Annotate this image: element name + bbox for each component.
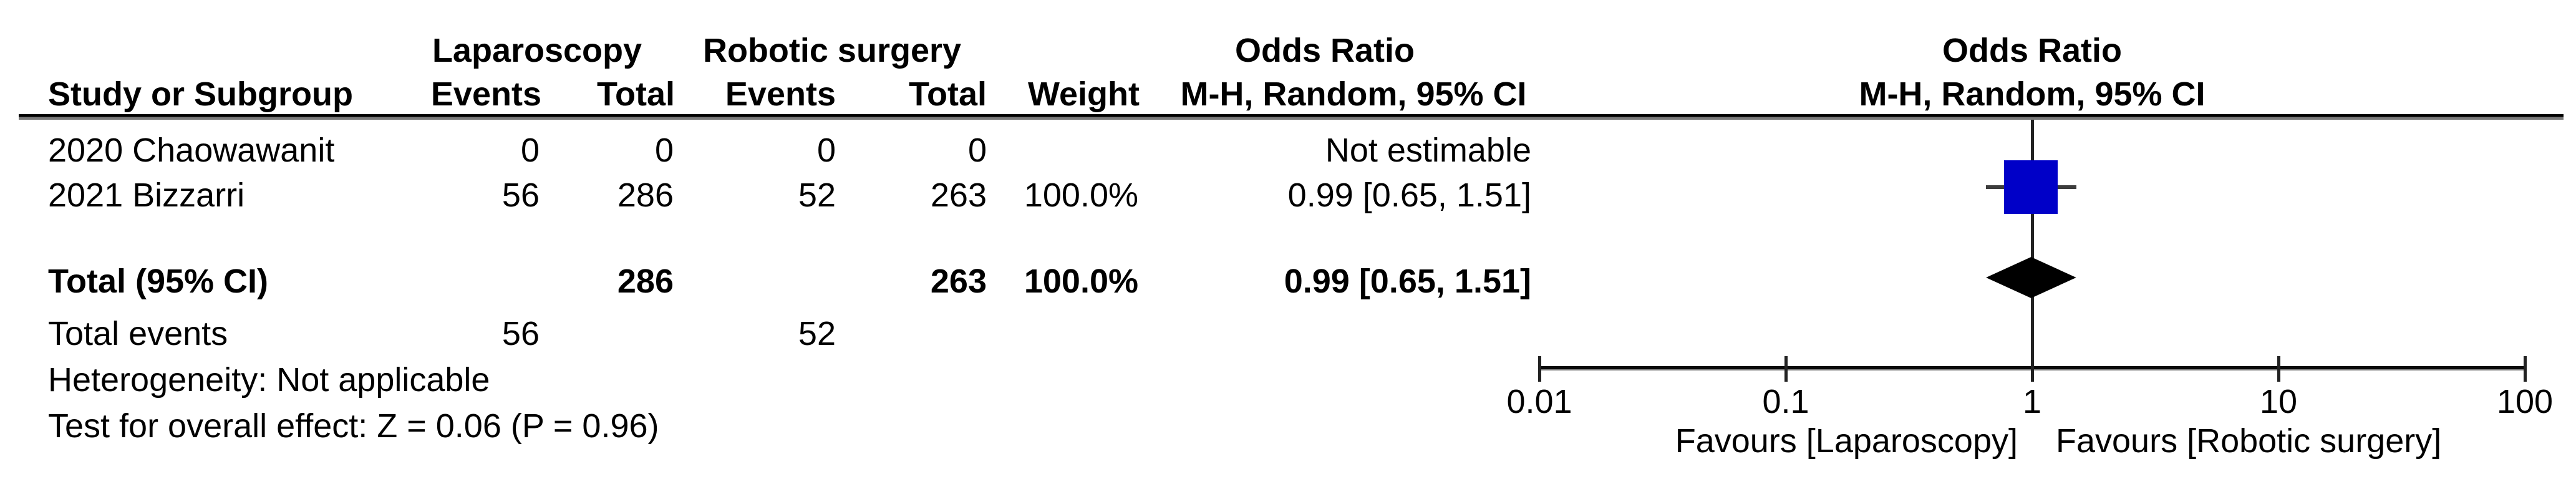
x-axis-tick	[2030, 356, 2034, 382]
col-header-total-robotic: Total	[909, 75, 987, 113]
total-events-robotic: 52	[798, 315, 836, 352]
total-laparoscopy: 286	[617, 263, 674, 300]
x-axis-tick	[1537, 356, 1541, 382]
favours-left-label: Favours [Laparoscopy]	[1675, 422, 2018, 460]
overall-effect-note: Test for overall effect: Z = 0.06 (P = 0…	[48, 407, 659, 445]
study-name: 2020 Chaowawanit	[48, 132, 335, 169]
study-name: 2021 Bizzarri	[48, 177, 245, 214]
study-weight: 100.0%	[1024, 177, 1138, 214]
x-axis-tick	[2277, 356, 2280, 382]
total-diamond	[1986, 257, 2076, 298]
no-effect-line	[2030, 120, 2034, 382]
x-axis-tick-label: 100	[2496, 383, 2554, 420]
col-header-ci-plot: M-H, Random, 95% CI	[1859, 75, 2206, 113]
total-robotic: 263	[930, 263, 987, 300]
col-header-total-laparoscopy: Total	[597, 75, 675, 113]
group-header-robotic-surgery: Robotic surgery	[702, 32, 962, 69]
x-axis-tick-label: 1	[2022, 383, 2042, 420]
study-events-laparoscopy: 0	[520, 132, 540, 169]
heterogeneity-note: Heterogeneity: Not applicable	[48, 361, 490, 399]
x-axis-tick-label: 0.1	[1762, 383, 1809, 420]
total-weight: 100.0%	[1024, 263, 1138, 300]
group-header-odds-ratio-plot: Odds Ratio	[1942, 32, 2122, 69]
col-header-study: Study or Subgroup	[48, 75, 353, 113]
total-or-ci: 0.99 [0.65, 1.51]	[1284, 263, 1531, 300]
favours-right-label: Favours [Robotic surgery]	[2056, 422, 2442, 460]
study-total-robotic: 263	[930, 177, 987, 214]
study-or-ci: Not estimable	[1325, 132, 1531, 169]
col-header-weight: Weight	[1028, 75, 1140, 113]
total-events-laparoscopy: 56	[501, 315, 540, 352]
header-rule	[19, 114, 2564, 120]
study-events-laparoscopy: 56	[501, 177, 540, 214]
col-header-events-robotic: Events	[725, 75, 836, 113]
study-events-robotic: 0	[816, 132, 836, 169]
study-total-laparoscopy: 0	[654, 132, 674, 169]
total-label: Total (95% CI)	[48, 263, 269, 300]
x-axis-tick	[1784, 356, 1788, 382]
col-header-ci-text: M-H, Random, 95% CI	[1180, 75, 1527, 113]
x-axis-tick-label: 10	[2259, 383, 2298, 420]
study-total-laparoscopy: 286	[617, 177, 674, 214]
group-header-odds-ratio-text: Odds Ratio	[1234, 32, 1415, 69]
x-axis-tick	[2523, 356, 2527, 382]
col-header-events-laparoscopy: Events	[430, 75, 541, 113]
study-or-ci: 0.99 [0.65, 1.51]	[1287, 177, 1531, 214]
group-header-laparoscopy: Laparoscopy	[432, 32, 642, 69]
total-events-label: Total events	[48, 315, 228, 352]
x-axis-tick-label: 0.01	[1506, 383, 1572, 420]
study-total-robotic: 0	[967, 132, 987, 169]
study-marker	[2004, 160, 2058, 214]
study-events-robotic: 52	[798, 177, 836, 214]
